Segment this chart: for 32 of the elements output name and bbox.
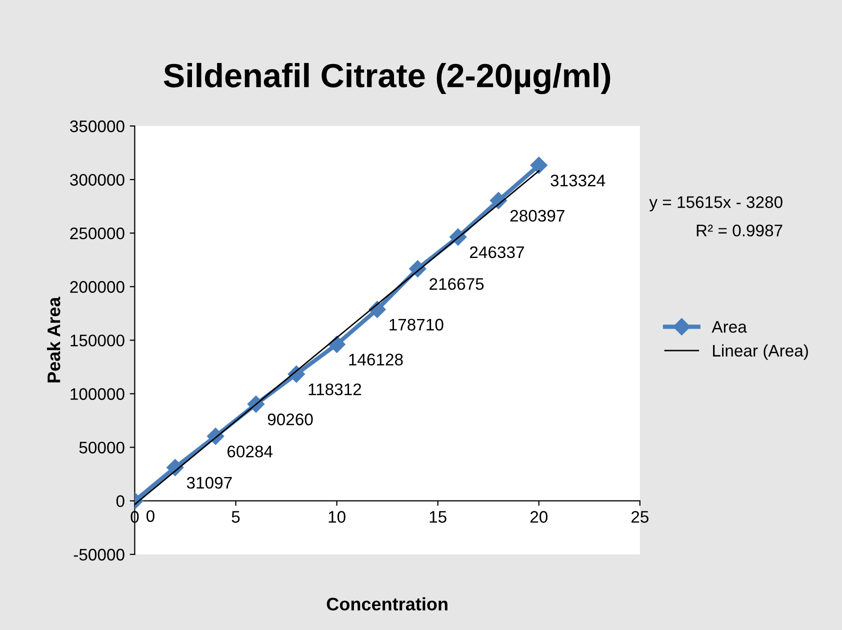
data-label: 280397 [510, 210, 564, 222]
legend-label: Linear (Area) [713, 344, 808, 360]
data-label: 313324 [550, 174, 606, 186]
y-tick-label: 50000 [79, 442, 124, 454]
y-axis-title: Peak Area [47, 296, 60, 382]
y-tick-label: 100000 [70, 388, 124, 400]
data-label: 178710 [390, 318, 444, 331]
y-tick-label: -50000 [74, 548, 124, 561]
x-tick-label: 25 [631, 511, 648, 523]
y-tick-label: 150000 [70, 334, 124, 346]
x-tick-label: 20 [530, 511, 548, 523]
x-tick-label: 15 [430, 511, 446, 523]
legend-label: Area [712, 321, 747, 333]
data-label: 60284 [228, 446, 273, 458]
point [530, 156, 548, 174]
data-label: 216675 [430, 278, 484, 290]
y-tick-label: 250000 [70, 228, 124, 240]
y-tick-label: 300000 [70, 174, 124, 186]
x-tick-label: 5 [232, 511, 240, 523]
data-label: 90260 [268, 414, 313, 426]
text: R² = 0.9987 [696, 224, 782, 236]
data-label: 31097 [186, 476, 232, 489]
x-axis-title: Concentration [326, 597, 448, 610]
text: y = 15615x - 3280 [649, 196, 782, 212]
data-label: 118312 [308, 383, 362, 396]
data-label: 146128 [349, 354, 403, 366]
y-tick-label: 0 [116, 495, 124, 508]
data-label: 246337 [470, 246, 524, 258]
y-tick-label: 200000 [70, 281, 124, 293]
chart-title: Sildenafil Citrate (2-20µg/ml) [164, 62, 610, 94]
x-tick-label: 10 [328, 511, 346, 523]
y-tick-label: 350000 [70, 120, 124, 132]
